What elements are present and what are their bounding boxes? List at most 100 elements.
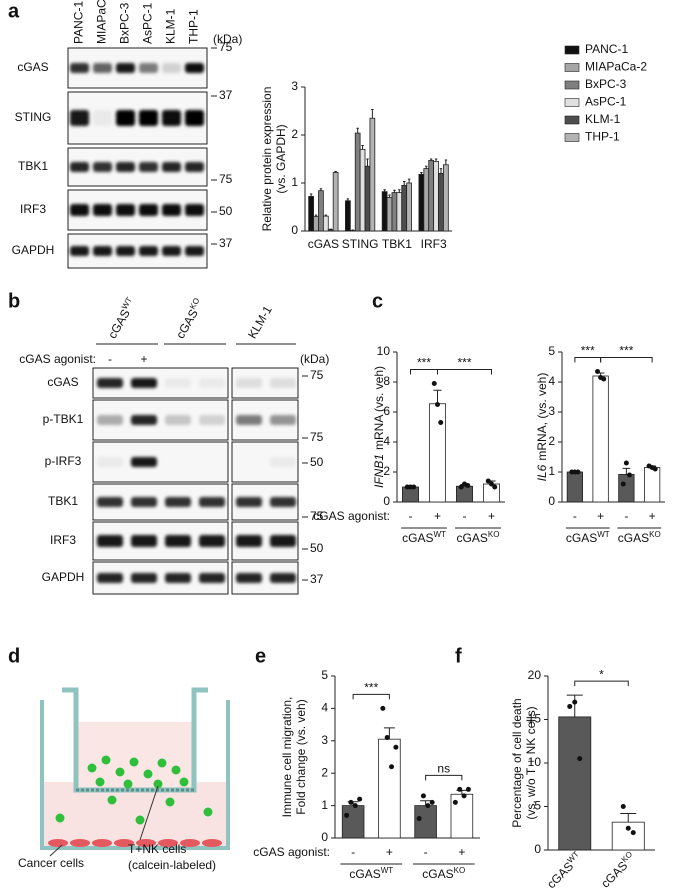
cell [203, 807, 213, 817]
y-tick-label: 3 [291, 79, 298, 93]
error-bar [383, 189, 386, 192]
nk-cells [55, 755, 213, 825]
y-tick-label: 4 [321, 701, 328, 715]
y-tick-label: 1 [291, 175, 298, 189]
bar [396, 192, 403, 232]
panel-label: e [255, 645, 266, 667]
band [131, 535, 157, 547]
y-tick-label: 15 [528, 712, 542, 726]
cell [180, 839, 200, 847]
data-point [623, 460, 629, 466]
data-point [457, 786, 463, 792]
kda-marker: 50 [310, 541, 324, 555]
y-tick-label: 8 [383, 374, 390, 388]
significance-label: *** [417, 356, 431, 370]
group-label: cGASWT [349, 866, 393, 882]
text-part: IFNB1 [372, 454, 386, 488]
insert [62, 687, 208, 793]
significance-label: ns [437, 762, 450, 776]
bar [438, 172, 444, 232]
well-medium [42, 782, 228, 848]
treatment-label: cGAS agonist: [313, 509, 390, 523]
band [165, 378, 191, 388]
data-point [577, 756, 583, 762]
x-tick-label: cGAS [308, 237, 339, 251]
band [139, 63, 158, 73]
y-tick-label: 10 [377, 344, 391, 358]
band [116, 204, 135, 216]
cell [157, 758, 167, 768]
data-point [357, 796, 363, 802]
cell [135, 815, 145, 825]
band [185, 110, 204, 126]
y-tick-label: 0 [548, 494, 555, 508]
y-tick-label: 5 [321, 668, 328, 682]
error-bar [309, 193, 313, 197]
row-label: p-TBK1 [43, 412, 84, 426]
data-point [352, 803, 358, 809]
error-bar [420, 171, 423, 175]
error-bar [429, 158, 433, 161]
kda-marker: 37 [310, 572, 324, 586]
significance-bracket [425, 774, 463, 781]
data-point [626, 472, 632, 478]
y-tick-label: 4 [548, 374, 555, 388]
band [93, 63, 112, 73]
error-bar [388, 194, 391, 198]
text-part: mRNA (vs. veh) [372, 366, 386, 450]
data-point [348, 799, 354, 805]
bar [644, 467, 661, 503]
row-label: cGAS [47, 375, 78, 389]
data-point [601, 376, 607, 382]
y-tick-label: 0 [383, 494, 390, 508]
significance-label: *** [619, 344, 633, 358]
data-point [452, 799, 458, 805]
bar [414, 805, 437, 839]
bar [566, 471, 584, 503]
insert-medium [78, 722, 192, 790]
text-part: KLM-1 [245, 303, 275, 341]
row-label: STING [15, 110, 52, 124]
text-part: cGAS [618, 531, 649, 545]
bar [428, 403, 446, 503]
kda-marker: 50 [310, 455, 324, 469]
cell [123, 779, 133, 789]
legend-swatch [564, 98, 580, 107]
data-point [435, 402, 440, 407]
data-point [393, 744, 399, 750]
error-bar [398, 189, 401, 193]
cell [136, 839, 156, 847]
band [270, 535, 296, 547]
bar [428, 160, 435, 232]
band [70, 63, 89, 73]
x-tick-label: cGASWT [543, 849, 585, 888]
leader-line [139, 785, 159, 841]
band [162, 110, 181, 126]
cell [165, 797, 175, 807]
y-tick-label: 5 [548, 344, 555, 358]
bar [443, 164, 449, 232]
x-tick-label: TBK1 [382, 237, 412, 251]
y-axis-label: Immune cell migration, [280, 697, 294, 818]
x-tick-label: + [434, 509, 441, 523]
band [199, 497, 225, 507]
row-label: TBK1 [18, 159, 48, 173]
row-label: GAPDH [12, 243, 55, 257]
x-tick-label: - [424, 845, 428, 859]
band [97, 573, 123, 583]
x-tick-label: + [488, 509, 495, 523]
significance-bracket [574, 357, 602, 363]
lane-label: THP-1 [187, 9, 201, 44]
band [185, 162, 204, 172]
y-tick-label: 0 [321, 830, 328, 844]
cell [92, 839, 112, 847]
y-axis-label: IL6 mRNA, (vs. veh) [535, 373, 549, 482]
error-bar [620, 812, 637, 823]
band [162, 204, 181, 216]
superscript: WT [120, 295, 134, 310]
band [97, 497, 123, 507]
band [165, 535, 191, 547]
error-bar [444, 159, 448, 165]
error-bar [361, 145, 364, 150]
legend-label: KLM-1 [585, 112, 621, 126]
